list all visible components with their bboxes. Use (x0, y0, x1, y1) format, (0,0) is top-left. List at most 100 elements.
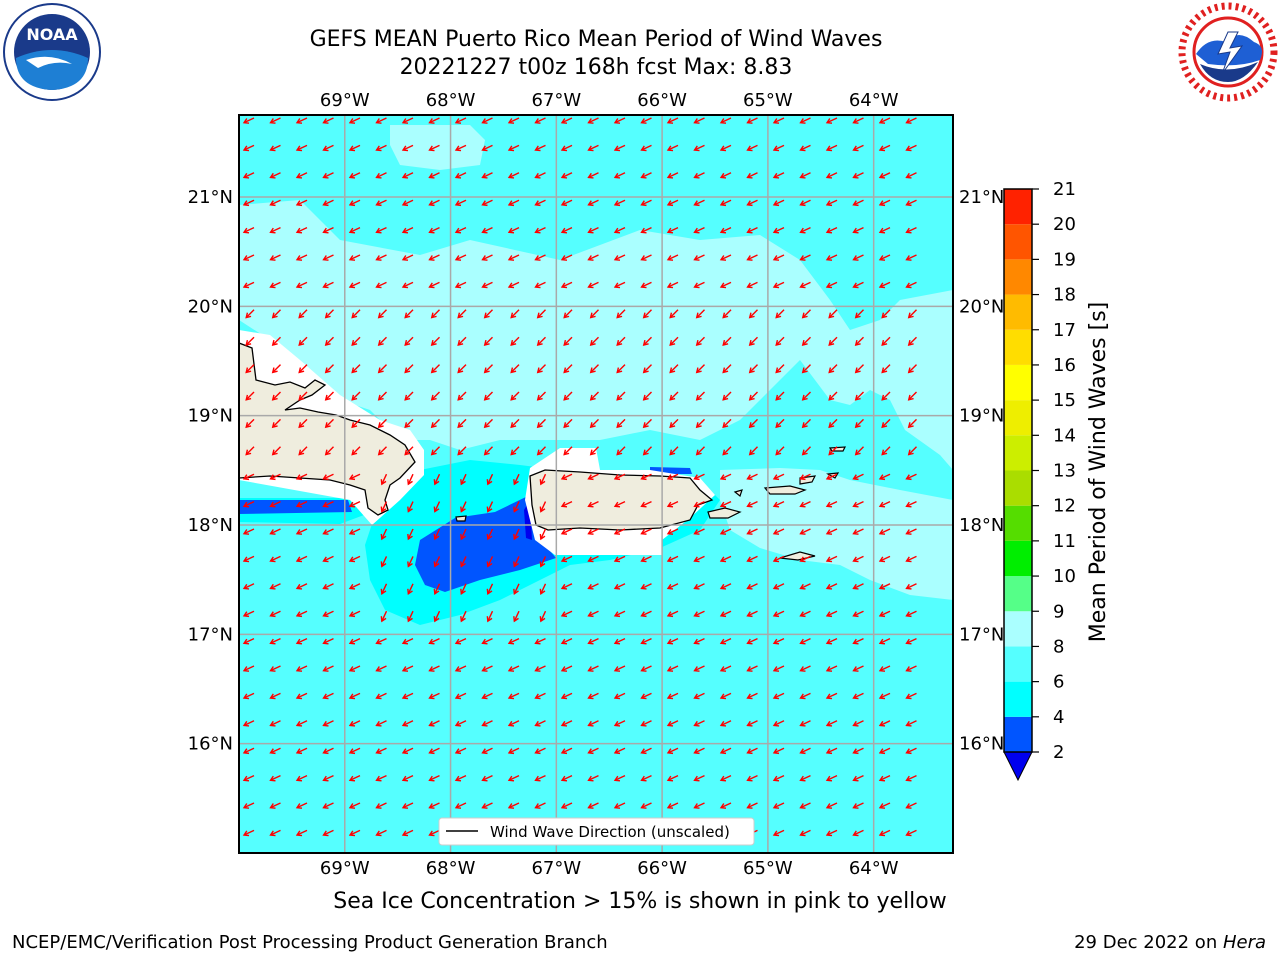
wind-arrow (589, 309, 599, 319)
wind-arrow (772, 500, 785, 508)
wind-arrow (854, 418, 864, 429)
wind-arrow (666, 583, 679, 590)
wind-arrow (772, 144, 785, 152)
wind-arrow (298, 364, 308, 374)
wind-arrow (695, 391, 705, 401)
wind-arrow (640, 583, 652, 590)
wind-arrow (616, 418, 626, 429)
wind-arrow (719, 583, 732, 590)
wind-arrow (375, 774, 387, 782)
wind-arrow (640, 665, 652, 672)
wind-arrow (825, 610, 838, 618)
wind-arrow (613, 528, 626, 535)
wind-arrow (693, 172, 705, 179)
wind-arrow (322, 144, 334, 152)
wind-arrow (616, 446, 626, 456)
wind-arrow (454, 692, 467, 700)
wind-arrow (828, 446, 838, 456)
wind-arrow (295, 610, 308, 618)
wind-arrow (719, 610, 732, 618)
wind-arrow (772, 692, 785, 700)
wind-arrow (878, 720, 891, 727)
colorbar-tick-label: 19 (1053, 249, 1076, 270)
wind-arrow (454, 254, 467, 261)
wind-arrow (460, 610, 467, 623)
wind-arrow (510, 446, 520, 456)
wind-arrow (269, 774, 281, 782)
wind-arrow (719, 199, 732, 207)
wind-arrow (719, 172, 732, 179)
wind-arrow (401, 637, 414, 645)
wind-arrow (348, 254, 361, 261)
colorbar-tick-label: 14 (1053, 425, 1076, 446)
wind-arrow (563, 418, 573, 429)
wind-arrow (269, 500, 281, 508)
wind-arrow (481, 802, 493, 809)
wind-arrow (433, 556, 441, 568)
wind-arrow (669, 418, 679, 429)
wind-arrow (772, 172, 785, 179)
wind-arrow (666, 610, 679, 618)
period-band-8-9-east (720, 468, 953, 600)
wind-arrow (719, 747, 732, 755)
wind-arrow (693, 610, 705, 618)
wind-arrow (348, 583, 361, 590)
wind-arrow (242, 172, 255, 179)
wind-arrow (454, 747, 467, 755)
wind-arrow (905, 829, 917, 837)
wind-arrow (878, 254, 891, 261)
wind-arrow (560, 583, 573, 590)
wind-arrow (407, 610, 414, 623)
wind-arrow (799, 473, 811, 481)
colorbar-segment (1004, 611, 1032, 647)
colorbar-segment (1004, 329, 1032, 365)
colorbar-tick-label: 9 (1053, 601, 1064, 622)
wind-arrow (242, 117, 255, 124)
wind-arrow (695, 309, 705, 319)
wind-arrow (746, 637, 758, 645)
lat-label-right: 19°N (959, 406, 1004, 427)
wind-arrow (269, 199, 281, 207)
wind-arrow (666, 692, 679, 700)
wind-arrow (404, 446, 414, 456)
colorbar-tick-label: 8 (1053, 636, 1064, 657)
wind-arrow (746, 226, 758, 234)
wind-arrow (375, 144, 387, 152)
wind-arrow (428, 172, 440, 179)
wind-arrow (799, 144, 811, 152)
wind-arrow (377, 418, 387, 429)
wind-arrow (613, 747, 626, 755)
wind-arrow (719, 665, 732, 672)
wind-arrow (587, 144, 599, 152)
wind-arrow (245, 418, 255, 429)
wind-arrow (375, 665, 387, 672)
wind-arrow (560, 665, 573, 672)
colorbar-segment (1004, 400, 1032, 436)
wind-arrow (295, 720, 308, 727)
wind-arrow (666, 528, 679, 535)
wind-arrow (534, 637, 546, 645)
wind-arrow (454, 172, 467, 179)
wind-arrow (746, 172, 758, 179)
wind-arrow (719, 692, 732, 700)
colorbar-label: Mean Period of Wind Waves [s] (1086, 302, 1111, 642)
wind-arrow (878, 199, 891, 207)
wind-arrow (748, 336, 758, 346)
wind-arrow (242, 720, 255, 727)
wind-arrow (481, 665, 493, 672)
wind-arrow (587, 802, 599, 809)
wind-arrow (322, 117, 334, 124)
wind-arrow (746, 747, 758, 755)
lat-label-left: 20°N (188, 296, 233, 317)
wind-arrow (560, 254, 573, 261)
wind-arrow (428, 117, 440, 124)
wind-arrow (666, 281, 679, 289)
wind-arrow (507, 692, 520, 700)
wind-arrow (348, 528, 361, 535)
wind-arrow (746, 802, 758, 809)
wind-arrow (905, 802, 917, 809)
wind-arrow (245, 391, 255, 401)
wind-arrow (587, 117, 599, 124)
wind-arrow (746, 281, 758, 289)
wind-arrow (772, 555, 785, 563)
